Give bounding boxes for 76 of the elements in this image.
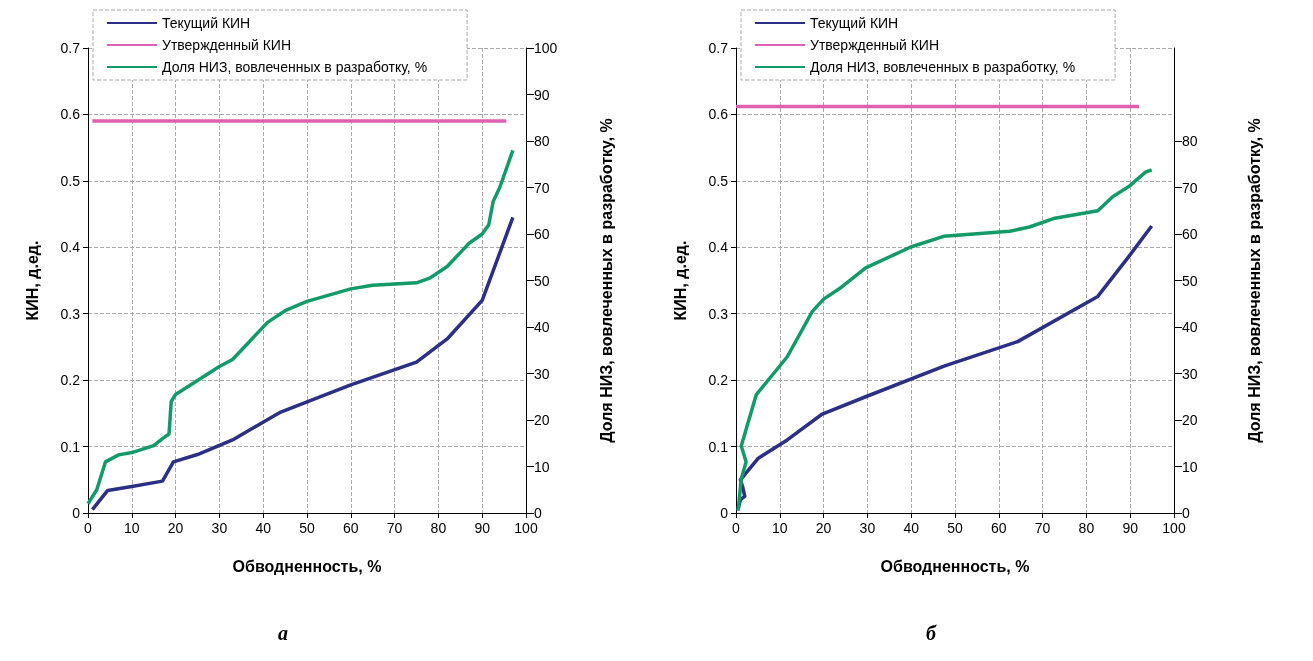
- legend-label: Утвержденный КИН: [810, 37, 940, 53]
- x-tick-label: 40: [255, 520, 272, 536]
- y2-tick-label: 80: [1182, 133, 1198, 149]
- y-tick-label: 0.3: [60, 305, 81, 322]
- x-tick-label: 80: [430, 520, 447, 536]
- y-tick-label: 0.5: [708, 172, 729, 189]
- y-tick-label: 0.4: [60, 239, 81, 256]
- x-tick-label: 60: [343, 520, 359, 536]
- x-tick-label: 70: [386, 520, 403, 536]
- y2-tick-label: 60: [1182, 226, 1198, 242]
- x-tick-label: 10: [772, 520, 788, 536]
- y2-tick-label: 50: [1182, 272, 1198, 289]
- y2-tick-label: 10: [1182, 458, 1198, 475]
- legend-label: Текущий КИН: [162, 15, 251, 31]
- x-tick-label: 30: [859, 520, 876, 536]
- y2-tick-label: 0: [534, 505, 542, 521]
- legend-label: Утвержденный КИН: [162, 37, 292, 53]
- x-tick-label: 90: [1122, 520, 1139, 536]
- y2-tick-label: 20: [1182, 412, 1198, 428]
- y2-tick-label: 60: [534, 226, 550, 242]
- x-tick-label: 10: [124, 520, 140, 536]
- y2-tick-label: 90: [534, 86, 550, 103]
- y2-tick-label: 40: [1182, 319, 1198, 335]
- x-tick-label: 50: [947, 520, 963, 536]
- x-tick-label: 30: [211, 520, 228, 536]
- x-tick-label: 20: [815, 520, 832, 536]
- line-series: [86, 148, 515, 506]
- x-tick-label: 40: [903, 520, 920, 536]
- y-tick-label: 0.1: [708, 438, 729, 455]
- y2-tick-label: 80: [534, 133, 550, 149]
- y-tick-label: 0.6: [708, 106, 729, 123]
- x-tick-label: 100: [514, 520, 538, 536]
- y2-tick-label: 40: [534, 319, 550, 335]
- y-tick-label: 0.7: [60, 40, 81, 56]
- x-axis-title: Обводненность, %: [232, 557, 382, 575]
- y2-tick-label: 10: [534, 458, 550, 475]
- y-tick-label: 0.4: [708, 239, 729, 256]
- y2-axis-title: Доля НИЗ, вовлеченных в разработку, %: [597, 118, 615, 443]
- text: а: [278, 622, 288, 644]
- y-tick-label: 0.2: [708, 372, 729, 389]
- x-tick-label: 0: [84, 520, 93, 536]
- line-series: [90, 215, 515, 512]
- y2-tick-label: 0: [1182, 505, 1190, 521]
- y-tick-label: 0.1: [60, 438, 81, 455]
- y-tick-label: 0.6: [60, 106, 81, 123]
- y2-tick-label: 50: [534, 272, 550, 289]
- y2-axis-title: Доля НИЗ, вовлеченных в разработку, %: [1245, 118, 1263, 443]
- x-axis-title: Обводненность, %: [880, 557, 1030, 575]
- y2-tick-label: 30: [534, 365, 550, 382]
- x-tick-label: 50: [299, 520, 315, 536]
- y-tick-label: 0.3: [708, 305, 729, 322]
- y-axis-title: КИН, д.ед.: [23, 240, 41, 321]
- line-series: [736, 168, 1154, 512]
- y2-tick-label: 70: [1182, 179, 1198, 196]
- y2-tick-label: 100: [534, 40, 558, 56]
- y-tick-label: 0: [720, 505, 729, 521]
- y2-tick-label: 20: [534, 412, 550, 428]
- legend-label: Текущий КИН: [810, 15, 899, 31]
- x-tick-label: 60: [991, 520, 1007, 536]
- x-tick-label: 70: [1034, 520, 1051, 536]
- y-tick-label: 0.7: [708, 40, 729, 56]
- x-tick-label: 80: [1078, 520, 1095, 536]
- legend-label: Доля НИЗ, вовлеченных в разработку, %: [162, 59, 428, 75]
- x-tick-label: 90: [474, 520, 491, 536]
- x-tick-label: 20: [167, 520, 184, 536]
- x-tick-label: 0: [732, 520, 741, 536]
- y2-tick-label: 70: [534, 179, 550, 196]
- legend-label: Доля НИЗ, вовлеченных в разработку, %: [810, 59, 1076, 75]
- y-axis-title: КИН, д.ед.: [671, 240, 689, 321]
- text: б: [926, 622, 937, 644]
- y-tick-label: 0: [72, 505, 81, 521]
- y-tick-label: 0.5: [60, 172, 81, 189]
- y-tick-label: 0.2: [60, 372, 81, 389]
- y2-tick-label: 30: [1182, 365, 1198, 382]
- x-tick-label: 100: [1162, 520, 1186, 536]
- line-series: [736, 224, 1154, 513]
